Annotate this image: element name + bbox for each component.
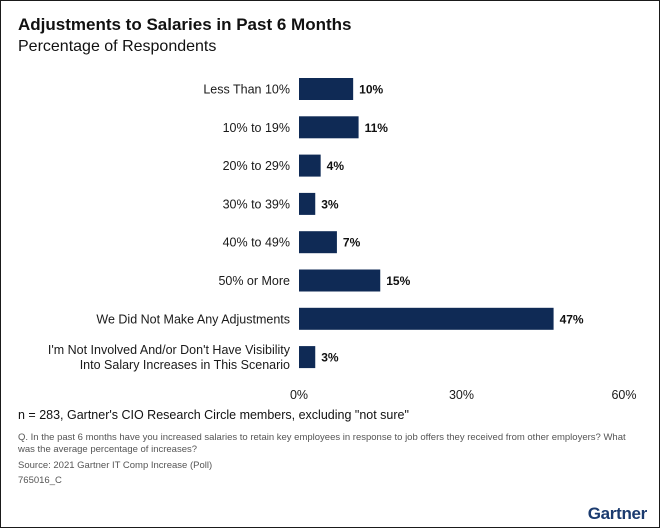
bar — [299, 307, 554, 330]
bar — [299, 78, 354, 100]
value-label: 3% — [321, 197, 339, 211]
category-label: We Did Not Make Any Adjustments — [96, 312, 290, 326]
bar — [299, 269, 381, 292]
value-label: 11% — [365, 121, 389, 135]
category-label: 50% or More — [218, 274, 290, 288]
gartner-logo: Gartner — [587, 504, 648, 523]
category-labels: Less Than 10% 10% to 19% 20% to 29% 30% to … — [48, 83, 291, 373]
figure-code: 765016_C — [18, 475, 62, 486]
category-label: 30% to 39% — [223, 197, 290, 211]
category-label: 40% to 49% — [223, 236, 290, 250]
category-label: 10% to 19% — [223, 121, 290, 135]
survey-question: Q. In the past 6 months have you increas… — [18, 432, 626, 455]
chart-subtitle: Percentage of Respondents — [18, 38, 217, 55]
category-label: 20% to 29% — [223, 159, 290, 173]
bar — [299, 116, 359, 139]
bar-chart: Less Than 10% 10% to 19% 20% to 29% 30% to … — [48, 78, 637, 401]
category-label: I'm Not Involved And/or Don't Have Visib… — [48, 343, 291, 372]
x-tick-label: 0% — [290, 388, 308, 401]
chart-title: Adjustments to Salaries in Past 6 Months — [18, 15, 352, 34]
bar — [299, 192, 316, 215]
value-label: 4% — [327, 159, 345, 173]
sample-note: n = 283, Gartner's CIO Research Circle m… — [18, 408, 409, 422]
x-tick-label: 30% — [449, 388, 474, 401]
value-label: 15% — [386, 274, 410, 288]
bar — [299, 346, 316, 369]
value-label: 47% — [560, 312, 584, 326]
value-labels: 10% 11% 4% 3% 7% 15% 47% 3% — [321, 83, 584, 365]
bar — [299, 154, 321, 177]
value-label: 7% — [343, 236, 361, 250]
bars — [299, 78, 554, 369]
bar — [299, 231, 337, 254]
value-label: 10% — [359, 83, 383, 97]
value-label: 3% — [321, 351, 339, 365]
x-tick-label: 60% — [611, 388, 636, 401]
x-axis: 0% 30% 60% — [290, 388, 637, 401]
source-text: Source: 2021 Gartner IT Comp Increase (P… — [18, 460, 213, 471]
category-label: Less Than 10% — [203, 83, 290, 97]
